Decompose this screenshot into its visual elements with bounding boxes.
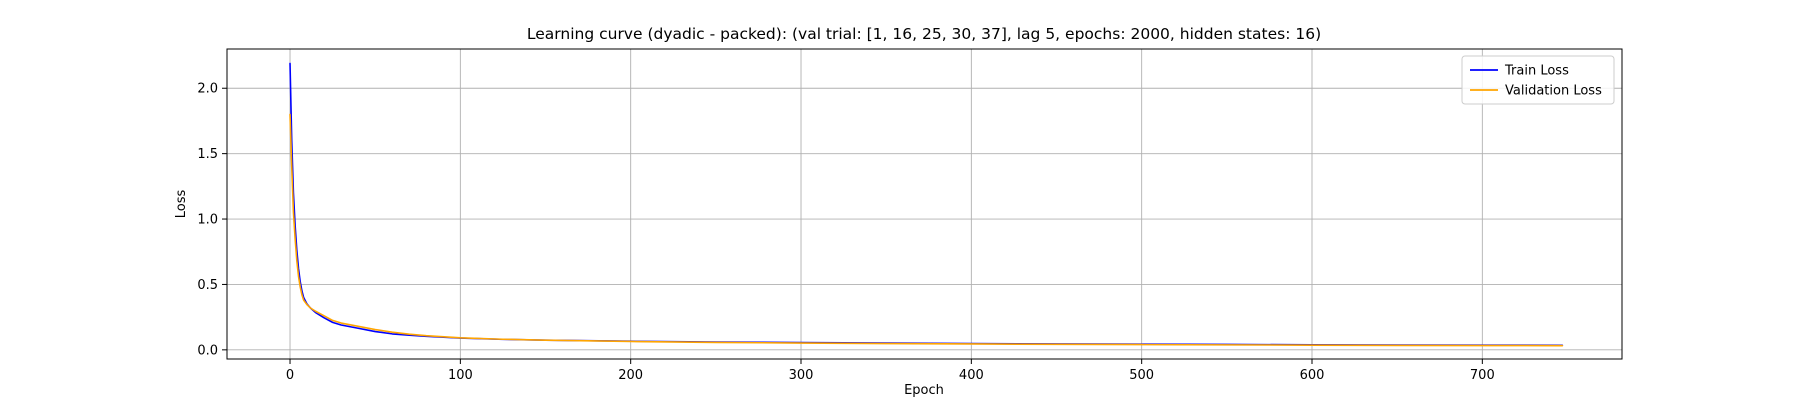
x-tick-label: 0 bbox=[286, 368, 294, 383]
chart-title: Learning curve (dyadic - packed): (val t… bbox=[527, 25, 1321, 43]
x-tick-label: 600 bbox=[1300, 368, 1325, 383]
x-axis-label: Epoch bbox=[904, 383, 944, 398]
x-tick-label: 700 bbox=[1470, 368, 1495, 383]
x-tick-label: 400 bbox=[959, 368, 984, 383]
legend: Train Loss Validation Loss bbox=[1461, 55, 1615, 105]
legend-label: Validation Loss bbox=[1505, 84, 1602, 99]
y-tick-label: 0.0 bbox=[197, 343, 218, 358]
x-tick-label: 100 bbox=[448, 368, 473, 383]
legend-box bbox=[1461, 55, 1615, 105]
y-tick-label: 1.5 bbox=[197, 147, 218, 162]
y-tick-label: 2.0 bbox=[197, 82, 218, 97]
y-axis-ticks: 0.0 0.5 1.0 1.5 2.0 bbox=[197, 82, 227, 358]
plot-frame bbox=[226, 48, 1623, 360]
x-tick-label: 500 bbox=[1129, 368, 1154, 383]
y-tick-label: 0.5 bbox=[197, 278, 218, 293]
x-tick-label: 300 bbox=[789, 368, 814, 383]
y-tick-label: 1.0 bbox=[197, 213, 218, 228]
series-line-validation-loss bbox=[289, 113, 1564, 347]
y-axis-label: Loss bbox=[174, 190, 189, 219]
x-axis-ticks: 0 100 200 300 400 500 600 700 bbox=[286, 359, 1495, 383]
series-lines bbox=[289, 62, 1564, 347]
legend-label: Train Loss bbox=[1504, 64, 1569, 79]
x-tick-label: 200 bbox=[618, 368, 643, 383]
